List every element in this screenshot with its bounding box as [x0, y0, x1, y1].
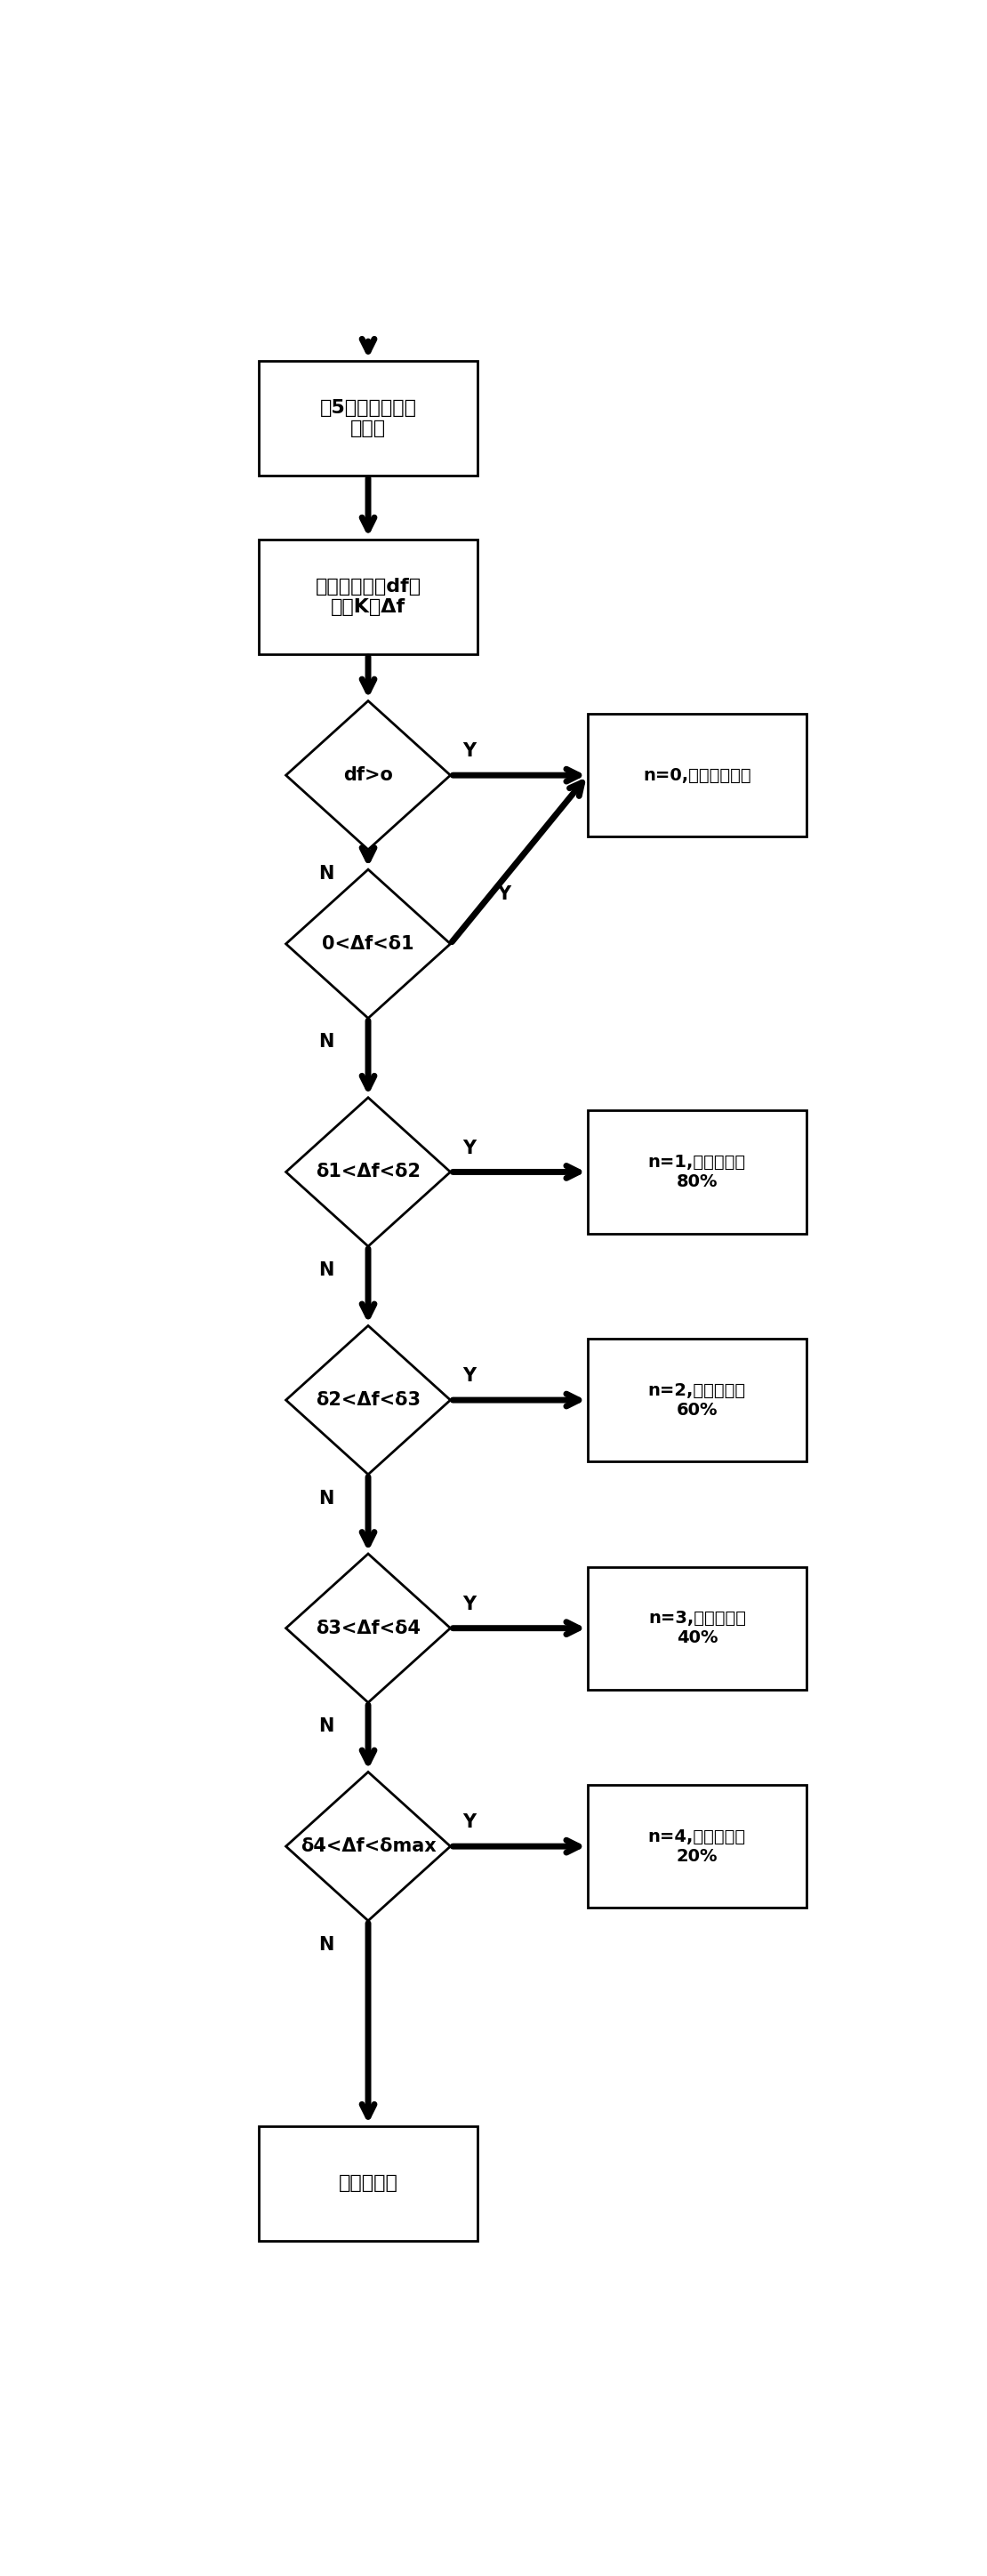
Bar [588, 1110, 806, 1234]
Text: n=2,响应功率的
60%: n=2,响应功率的 60% [648, 1381, 746, 1419]
Bar [588, 1340, 806, 1461]
Text: 每5秒读入电网频
率信息: 每5秒读入电网频 率信息 [320, 399, 417, 438]
Text: df>o: df>o [343, 765, 393, 783]
Text: 0<Δf<δ1: 0<Δf<δ1 [322, 935, 415, 953]
Text: Y: Y [463, 1368, 477, 1386]
Text: N: N [319, 1718, 334, 1736]
Text: n=1,响应功率的
80%: n=1,响应功率的 80% [648, 1154, 746, 1190]
Polygon shape [286, 1553, 450, 1703]
Bar [260, 538, 477, 654]
Text: N: N [319, 1935, 334, 1953]
Polygon shape [286, 1327, 450, 1473]
Bar [260, 361, 477, 477]
Text: Y: Y [463, 1595, 477, 1613]
Text: n=4,响应功率的
20%: n=4,响应功率的 20% [648, 1829, 746, 1865]
Text: Y: Y [497, 886, 510, 904]
Polygon shape [286, 1772, 450, 1922]
Text: δ4<Δf<δmax: δ4<Δf<δmax [300, 1837, 436, 1855]
Text: δ1<Δf<δ2: δ1<Δf<δ2 [316, 1162, 420, 1180]
Bar [588, 1566, 806, 1690]
Text: N: N [319, 1262, 334, 1280]
Text: N: N [319, 1033, 334, 1051]
Text: n=3,响应功率的
40%: n=3,响应功率的 40% [648, 1610, 746, 1646]
Bar [260, 2125, 477, 2241]
Text: 切除充电机: 切除充电机 [339, 2174, 398, 2192]
Polygon shape [286, 701, 450, 850]
Text: N: N [319, 866, 334, 884]
Text: N: N [319, 1489, 334, 1507]
Text: Y: Y [463, 1814, 477, 1832]
Text: δ2<Δf<δ3: δ2<Δf<δ3 [316, 1391, 420, 1409]
Bar [588, 714, 806, 837]
Text: 信息处理得到df和
平均K次Δf: 信息处理得到df和 平均K次Δf [315, 577, 421, 616]
Text: n=0,响应最大功率: n=0,响应最大功率 [643, 768, 751, 783]
Polygon shape [286, 871, 450, 1018]
Bar [588, 1785, 806, 1909]
Text: δ3<Δf<δ4: δ3<Δf<δ4 [316, 1620, 420, 1638]
Polygon shape [286, 1097, 450, 1247]
Text: Y: Y [463, 1139, 477, 1157]
Text: Y: Y [463, 742, 477, 760]
